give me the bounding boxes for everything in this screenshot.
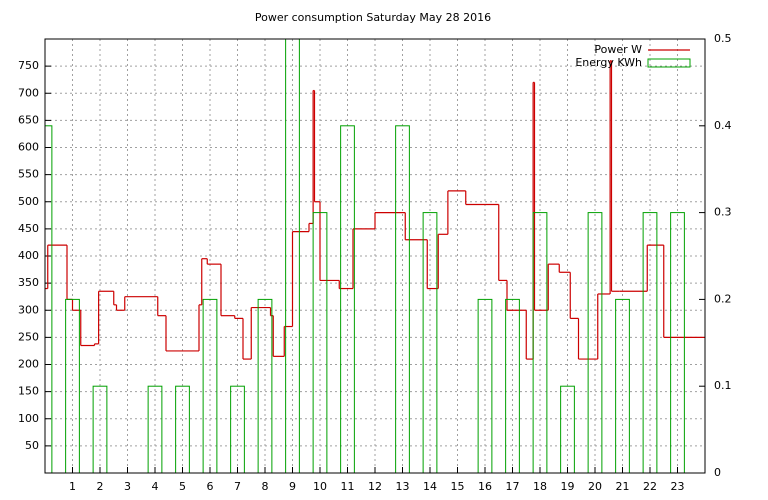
legend-swatch <box>647 58 691 68</box>
x-tick-label: 21 <box>616 480 630 493</box>
y-tick-label: 750 <box>18 59 39 72</box>
energy-box <box>560 385 575 473</box>
x-tick-label: 9 <box>289 480 296 493</box>
energy-box <box>615 298 630 473</box>
y2-tick-label: 0.5 <box>714 32 732 45</box>
energy-box <box>505 298 520 473</box>
x-tick-label: 1 <box>69 480 76 493</box>
y-tick-label: 50 <box>25 439 39 452</box>
energy-box <box>230 385 245 473</box>
y-tick-label: 100 <box>18 412 39 425</box>
legend-label: Energy KWh <box>575 56 642 69</box>
x-tick-label: 23 <box>671 480 685 493</box>
y2-tick-label: 0.2 <box>714 292 732 305</box>
x-tick-label: 15 <box>451 480 465 493</box>
x-tick-label: 4 <box>152 480 159 493</box>
chart-title: Power consumption Saturday May 28 2016 <box>255 11 491 24</box>
energy-box <box>340 125 355 473</box>
energy-box <box>92 385 108 473</box>
y-tick-label: 400 <box>18 249 39 262</box>
energy-box <box>202 298 218 473</box>
y-tick-label: 300 <box>18 303 39 316</box>
y-tick-label: 600 <box>18 141 39 154</box>
y-tick-label: 500 <box>18 195 39 208</box>
legend-label: Power W <box>594 43 642 56</box>
energy-box <box>175 385 190 473</box>
x-tick-label: 7 <box>234 480 241 493</box>
x-tick-label: 14 <box>423 480 437 493</box>
x-tick-label: 13 <box>396 480 410 493</box>
plot-area <box>45 39 705 473</box>
energy-box <box>587 212 603 473</box>
energy-box <box>65 298 80 473</box>
y-tick-label: 700 <box>18 86 39 99</box>
energy-box <box>532 212 548 473</box>
y-tick-label: 200 <box>18 358 39 371</box>
energy-box <box>477 298 493 473</box>
energy-box <box>257 298 273 473</box>
energy-box <box>642 212 658 473</box>
energy-box <box>670 212 685 473</box>
x-tick-label: 17 <box>506 480 520 493</box>
x-tick-label: 6 <box>207 480 214 493</box>
x-tick-label: 19 <box>561 480 575 493</box>
x-tick-label: 22 <box>643 480 657 493</box>
plot-frame <box>44 38 706 474</box>
energy-box <box>312 212 328 473</box>
x-tick-label: 10 <box>313 480 327 493</box>
y2-tick-label: 0 <box>714 466 721 479</box>
x-tick-label: 2 <box>97 480 104 493</box>
y-tick-label: 150 <box>18 385 39 398</box>
y-tick-label: 550 <box>18 168 39 181</box>
energy-box <box>395 125 410 473</box>
y-tick-label: 350 <box>18 276 39 289</box>
x-tick-label: 20 <box>588 480 602 493</box>
x-tick-label: 18 <box>533 480 547 493</box>
x-tick-label: 5 <box>179 480 186 493</box>
y2-tick-label: 0.3 <box>714 206 732 219</box>
y-tick-label: 250 <box>18 330 39 343</box>
energy-box <box>45 125 53 473</box>
x-tick-label: 11 <box>341 480 355 493</box>
x-tick-label: 3 <box>124 480 131 493</box>
x-tick-label: 8 <box>262 480 269 493</box>
y2-tick-label: 0.4 <box>714 119 732 132</box>
energy-box <box>422 212 438 473</box>
energy-box <box>147 385 163 473</box>
y2-tick-label: 0.1 <box>714 379 732 392</box>
x-tick-label: 16 <box>478 480 492 493</box>
y-tick-label: 650 <box>18 113 39 126</box>
y-tick-label: 450 <box>18 222 39 235</box>
energy-box <box>285 39 300 473</box>
x-tick-label: 12 <box>368 480 382 493</box>
